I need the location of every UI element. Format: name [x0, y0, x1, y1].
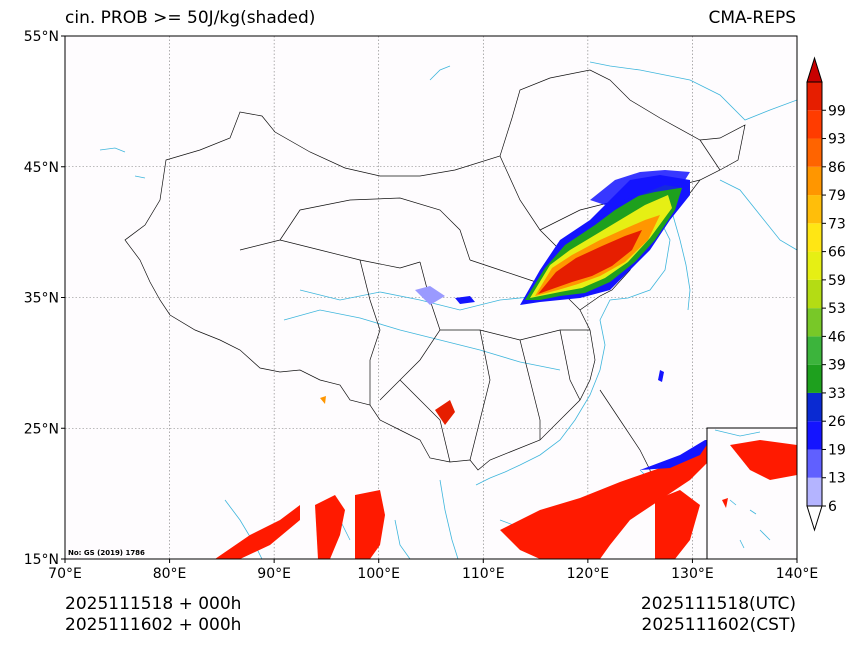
- tick-label-lat: 45°N: [24, 160, 59, 176]
- colorbar-label: 33: [828, 386, 846, 402]
- gridlines: [65, 36, 797, 559]
- colorbar-label: 46: [828, 329, 846, 345]
- colorbar-swatch: [807, 110, 822, 139]
- colorbar-swatch: [807, 251, 822, 280]
- init-time-block: 2025111518 + 000h 2025111602 + 000h: [65, 594, 241, 636]
- tick-label-lon: 130°E: [671, 566, 714, 582]
- tick-label-lon: 90°E: [257, 566, 291, 582]
- valid-time-block: 2025111518(UTC) 2025111602(CST): [641, 594, 796, 636]
- colorbar-swatch: [807, 364, 822, 393]
- tick-label-lon: 70°E: [48, 566, 82, 582]
- tick-label-lon: 80°E: [153, 566, 187, 582]
- colorbar-label: 39: [828, 358, 846, 374]
- map-layers: No: GS (2019) 1786: [65, 36, 797, 559]
- colorbar-label: 53: [828, 301, 846, 317]
- colorbar-swatch: [807, 82, 822, 111]
- tick-label-lon: 120°E: [567, 566, 610, 582]
- colorbar-swatch: [807, 166, 822, 196]
- probability-shading: [215, 170, 710, 559]
- colorbar-frame: [806, 81, 823, 507]
- model-label: CMA-REPS: [708, 8, 796, 28]
- colorbar-swatch: [807, 421, 822, 450]
- colorbar-swatch: [807, 336, 822, 365]
- colorbar-extend-low: [806, 505, 823, 532]
- colorbar-label: 79: [828, 188, 846, 204]
- colorbar-swatch: [807, 195, 822, 224]
- colorbar-swatch: [807, 477, 822, 506]
- colorbar-label: 6: [828, 499, 837, 515]
- colorbar-label: 93: [828, 132, 846, 148]
- tick-label-lon: 110°E: [462, 566, 505, 582]
- colorbar-extend-high: [806, 56, 823, 83]
- colorbar: 6 13 19 26 33 39 46 53 59 66 73 79 86 93 99: [806, 56, 846, 532]
- tick-label-lon: 100°E: [357, 566, 400, 582]
- colorbar-label: 59: [828, 273, 846, 289]
- valid-time-utc: 2025111518(UTC): [640, 594, 796, 614]
- axis-ticks: 70°E 80°E 90°E 100°E 110°E 120°E 130°E 140°E 55°…: [24, 29, 819, 582]
- colorbar-swatch: [807, 392, 822, 422]
- colorbar-swatch: [807, 449, 822, 478]
- colorbar-label: 26: [828, 414, 846, 430]
- init-time-cst: 2025111602 + 000h: [65, 615, 242, 635]
- tick-label-lat: 55°N: [24, 29, 59, 45]
- colorbar-label: 13: [828, 471, 846, 487]
- map-note: No: GS (2019) 1786: [68, 549, 145, 557]
- colorbar-label: 99: [828, 103, 846, 119]
- colorbar-label: 19: [828, 442, 846, 458]
- colorbar-swatch: [807, 279, 822, 309]
- valid-time-cst: 2025111602(CST): [641, 615, 796, 635]
- colorbar-swatch: [807, 223, 822, 252]
- tick-label-lat: 15°N: [24, 552, 59, 568]
- colorbar-label: 86: [828, 160, 846, 176]
- south-china-sea-inset: [706, 427, 797, 559]
- tick-label-lat: 35°N: [24, 291, 59, 307]
- colorbar-swatch: [807, 308, 822, 337]
- colorbar-label: 66: [828, 245, 846, 261]
- tick-label-lon: 140°E: [776, 566, 819, 582]
- map-title: cin. PROB >= 50J/kg(shaded): [65, 8, 316, 28]
- colorbar-label: 73: [828, 216, 846, 232]
- init-time-utc: 2025111518 + 000h: [65, 594, 242, 614]
- colorbar-swatch: [807, 138, 822, 167]
- tick-label-lat: 25°N: [24, 421, 59, 437]
